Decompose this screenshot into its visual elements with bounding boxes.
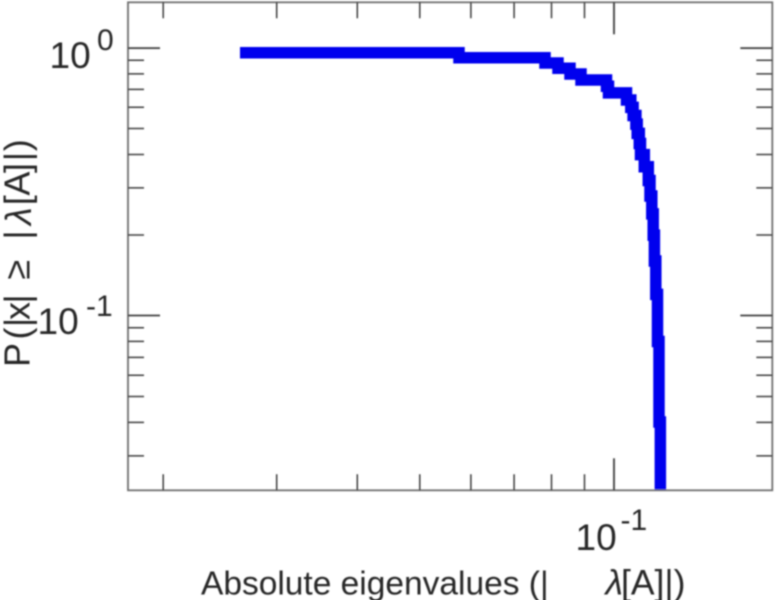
svg-text:λ: λ (0, 207, 39, 227)
svg-text:-1: -1 (86, 290, 113, 323)
svg-text:A: A (0, 172, 38, 196)
svg-text:0: 0 (97, 24, 114, 57)
svg-text:10: 10 (576, 517, 617, 558)
svg-text:(: ( (0, 328, 38, 340)
svg-text:|: | (0, 294, 38, 303)
svg-text:[A]|): [A]|) (621, 562, 685, 600)
svg-text:|: | (0, 230, 38, 239)
svg-text:λ: λ (604, 562, 623, 600)
svg-text:[: [ (0, 195, 38, 205)
svg-text:P: P (0, 343, 38, 367)
svg-text:-1: -1 (621, 504, 648, 537)
svg-text:10: 10 (50, 35, 91, 76)
svg-text:|: | (0, 318, 38, 327)
svg-text:10: 10 (38, 301, 79, 342)
svg-text:|: | (0, 152, 38, 161)
svg-text:): ) (0, 139, 38, 151)
svg-text:Absolute eigenvalues (|: Absolute eigenvalues (| (201, 565, 549, 600)
svg-text:]: ] (0, 163, 38, 173)
svg-text:≥: ≥ (0, 260, 38, 280)
svg-text:x: x (0, 302, 38, 320)
